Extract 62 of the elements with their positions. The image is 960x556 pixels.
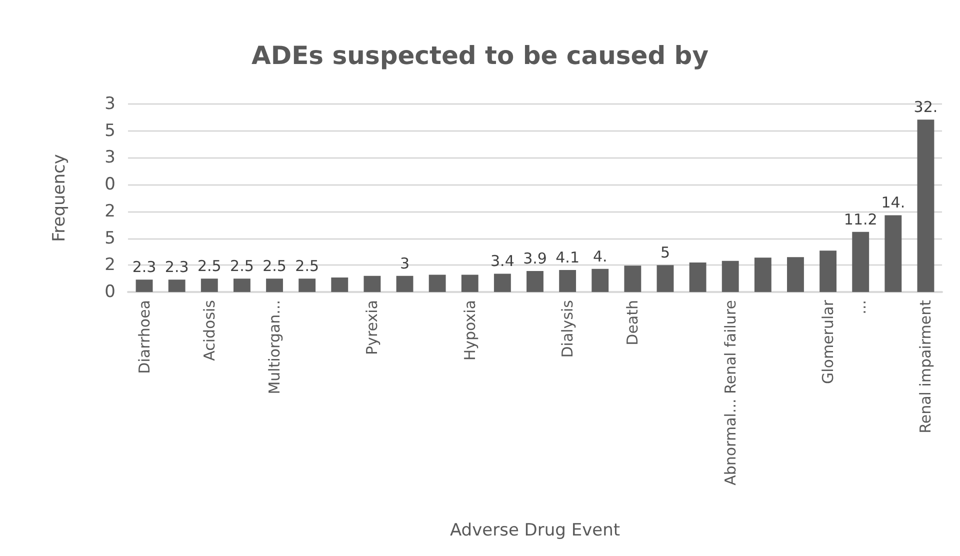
data-label: 4. [592,247,608,266]
text: 5 [104,120,116,141]
bar [364,276,381,292]
bar [559,270,576,292]
data-label: 2.3 [164,258,189,276]
data-label: 2.5 [262,257,286,276]
bar [331,277,348,292]
bar [592,268,609,292]
bar [884,215,902,292]
text: 3 [104,148,116,168]
bar [461,274,478,292]
text: 2 [104,255,116,276]
y-axis-title: Frequency [50,154,70,242]
bar [298,278,316,292]
x-axis-title: Adverse Drug Event [450,520,620,540]
data-label: 2.5 [230,257,254,276]
data-label: 2.5 [295,257,320,276]
x-tick-label: Dialysis [558,300,577,358]
bar [852,232,870,292]
bar [917,120,934,292]
bar [428,274,446,292]
x-tick-label: Acidosis [200,300,218,361]
bar [754,258,772,292]
text: 0 [104,282,116,302]
data-label: 3 [400,254,410,272]
x-tick-label: Pyrexia [363,300,382,355]
bar [494,274,511,292]
x-tick-label: Renal impairment [916,300,935,434]
bar [820,250,837,292]
bar [200,278,218,292]
data-label: 11.2 [844,210,878,228]
data-label: 2.3 [132,258,156,276]
x-tick-label: ... [852,300,870,314]
x-tick-label: Diarrhoea [135,300,154,374]
bar [787,257,804,292]
data-label: 14. [881,194,906,212]
text: 3 [104,94,116,114]
bar [233,278,250,292]
bar [266,278,283,292]
text: 2 [104,201,116,222]
x-tick-label: Glomerular [819,299,838,384]
data-label: 4.1 [556,248,580,266]
bar [136,280,153,292]
text: 0 [104,174,116,195]
data-label: 32. [914,98,938,116]
data-label: 3.9 [523,250,547,268]
bar [656,265,674,292]
bar [624,266,642,292]
data-label: 3.4 [490,252,514,270]
bar [689,262,706,292]
x-tick-label: Abnormal... Renal failure [721,300,740,486]
bar [526,271,544,292]
bar [168,280,186,292]
chart-title: ADEs suspected to be caused by [252,41,708,70]
x-tick-label: Death [624,300,642,346]
data-label: 5 [660,244,670,262]
x-tick-label: Multiorgan... [266,300,284,394]
text: 5 [104,228,116,248]
data-label: 2.5 [197,257,222,276]
bar [396,276,414,292]
bar [722,260,739,292]
x-tick-label: Hypoxia [460,300,479,361]
